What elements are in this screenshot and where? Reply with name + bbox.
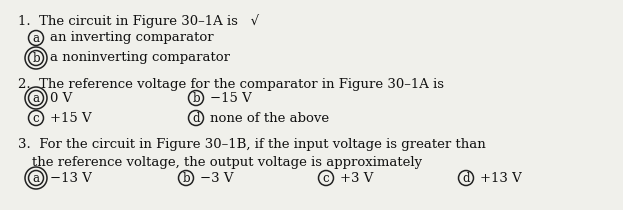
- Text: a: a: [32, 172, 39, 185]
- Text: +13 V: +13 V: [480, 172, 521, 185]
- Text: +3 V: +3 V: [340, 172, 373, 185]
- Text: d: d: [462, 172, 470, 185]
- Text: d: d: [193, 112, 200, 125]
- Text: c: c: [323, 172, 330, 185]
- Text: −3 V: −3 V: [200, 172, 234, 185]
- Text: −15 V: −15 V: [210, 92, 252, 105]
- Text: −13 V: −13 V: [50, 172, 92, 185]
- Text: 1.  The circuit in Figure 30–1A is   √: 1. The circuit in Figure 30–1A is √: [18, 14, 259, 28]
- Text: a: a: [32, 32, 39, 45]
- Text: b: b: [32, 51, 40, 64]
- Text: b: b: [192, 92, 200, 105]
- Text: 3.  For the circuit in Figure 30–1B, if the input voltage is greater than: 3. For the circuit in Figure 30–1B, if t…: [18, 138, 486, 151]
- Text: a: a: [32, 92, 39, 105]
- Text: +15 V: +15 V: [50, 112, 92, 125]
- Text: 2.  The reference voltage for the comparator in Figure 30–1A is: 2. The reference voltage for the compara…: [18, 78, 444, 91]
- Text: b: b: [182, 172, 190, 185]
- Text: 0 V: 0 V: [50, 92, 72, 105]
- Text: none of the above: none of the above: [210, 112, 329, 125]
- Text: c: c: [32, 112, 39, 125]
- Text: a noninverting comparator: a noninverting comparator: [50, 51, 230, 64]
- Text: an inverting comparator: an inverting comparator: [50, 32, 214, 45]
- Text: the reference voltage, the output voltage is approximately: the reference voltage, the output voltag…: [32, 156, 422, 169]
